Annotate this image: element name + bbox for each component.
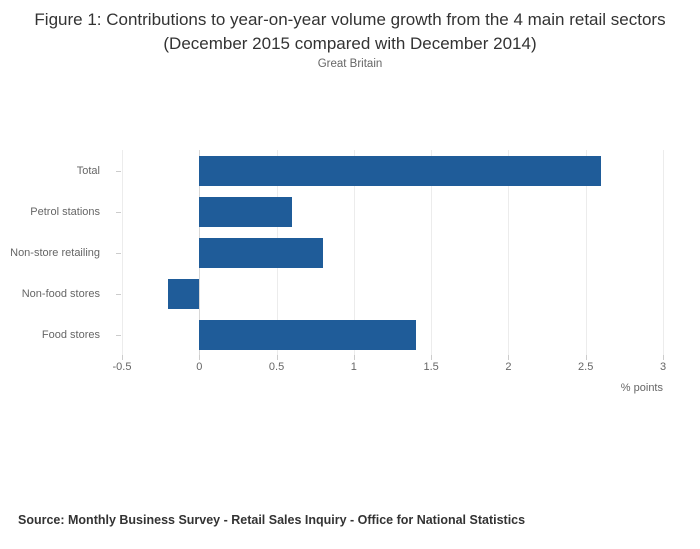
- bar-petrol-stations: [199, 196, 293, 227]
- gridline: [431, 150, 433, 355]
- gridline: [122, 150, 123, 355]
- x-tick-mark: [585, 355, 587, 360]
- y-axis-label: Food stores: [41, 328, 100, 341]
- x-tick-label: 1: [350, 361, 357, 373]
- x-tick-mark: [663, 355, 664, 360]
- y-tick-mark: [116, 170, 121, 172]
- y-tick-mark: [116, 211, 121, 213]
- bar-non-food-stores: [168, 278, 200, 309]
- gridline: [585, 150, 587, 355]
- x-tick-mark: [199, 355, 201, 360]
- y-axis-label: Non-store retailing: [10, 246, 100, 259]
- x-tick-mark: [276, 355, 278, 360]
- x-tick-label: 0.5: [268, 361, 285, 373]
- x-tick-mark: [431, 355, 433, 360]
- chart-subtitle: Great Britain: [317, 58, 383, 70]
- x-tick-label: -0.5: [112, 361, 132, 373]
- gridline: [663, 150, 664, 355]
- bar-non-store-retailing: [199, 237, 323, 268]
- plot-area: [116, 150, 664, 360]
- x-tick-label: 2.5: [578, 361, 594, 373]
- y-axis-label: Petrol stations: [30, 205, 100, 218]
- bar-food-stores: [199, 319, 416, 350]
- x-tick-label: 0: [196, 361, 203, 373]
- gridline: [353, 150, 355, 355]
- x-axis-title: % points: [620, 382, 663, 394]
- y-axis-labels: Total Petrol stations Non-store retailing N…: [0, 150, 110, 355]
- y-tick-mark: [116, 293, 121, 295]
- y-axis-label: Total: [76, 164, 100, 177]
- bar-total: [199, 155, 602, 186]
- x-tick-mark: [508, 355, 510, 360]
- gridline: [508, 150, 510, 355]
- x-tick-label: 1.5: [423, 361, 439, 373]
- source-text: Source: Monthly Business Survey - Retail…: [18, 513, 526, 527]
- x-tick-label: 2: [505, 361, 512, 373]
- x-tick-mark: [122, 355, 123, 360]
- x-axis-labels: -0.5 0 0.5 1 1.5 2 2.5 3: [113, 361, 667, 375]
- chart-title: Figure 1: Contributions to year-on-year …: [34, 10, 666, 53]
- x-tick-mark: [353, 355, 355, 360]
- x-tick-label: 3: [659, 361, 667, 373]
- y-tick-mark: [116, 252, 121, 254]
- y-axis-label: Non-food stores: [21, 287, 100, 300]
- y-tick-mark: [116, 334, 121, 336]
